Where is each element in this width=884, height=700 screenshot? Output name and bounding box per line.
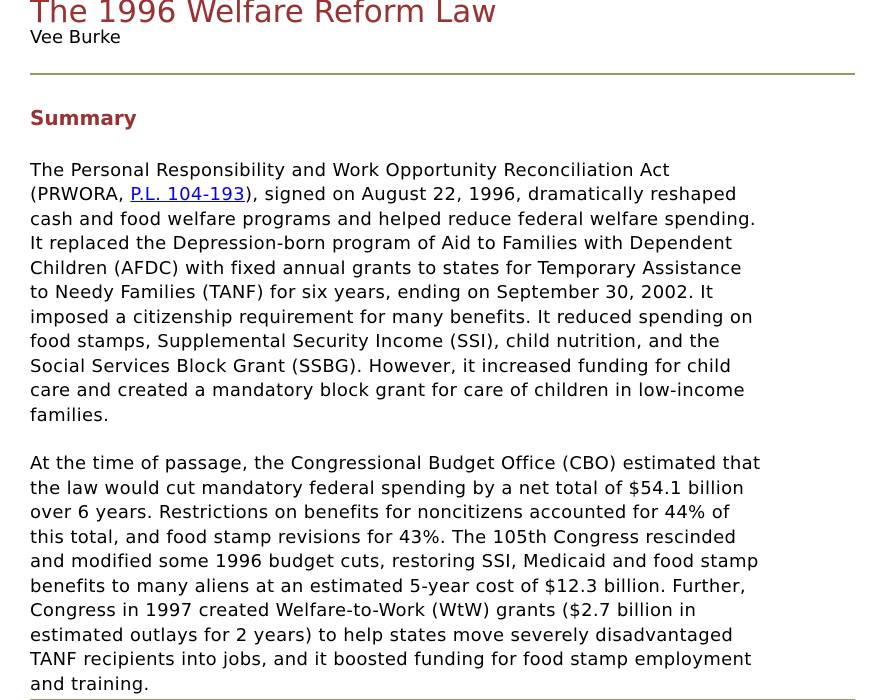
page-title: The 1996 Welfare Reform Law [30,0,497,30]
paragraph-line: families. [30,404,110,426]
paragraph-line: Social Services Block Grant (SSBG). Howe… [30,355,732,377]
paragraph-line: this total, and food stamp revisions for… [30,526,737,548]
paragraph-line: imposed a citizenship requirement for ma… [30,306,754,328]
paragraph-line: the law would cut mandatory federal spen… [30,477,745,499]
paragraph-line: Children (AFDC) with fixed annual grants… [30,257,742,279]
paragraph-line: The Personal Responsibility and Work Opp… [30,159,670,181]
paragraph-line: estimated outlays for 2 years) to help s… [30,624,734,646]
paragraph-line: cash and food welfare programs and helpe… [30,208,756,230]
section-divider-top [30,72,855,75]
summary-paragraph-2: At the time of passage, the Congressiona… [30,452,855,697]
paragraph-line: and modified some 1996 budget cuts, rest… [30,551,759,572]
paragraph-line: and training. [30,673,150,695]
summary-paragraph-1: The Personal Responsibility and Work Opp… [30,159,855,429]
paragraph-line: Congress in 1997 created Welfare-to-Work… [30,600,697,621]
paragraph-line: care and created a mandatory block grant… [30,380,745,401]
paragraph-line: to Needy Families (TANF) for six years, … [30,282,714,303]
paragraph-line: over 6 years. Restrictions on benefits f… [30,502,730,523]
line-text-pre-link: (PRWORA, [30,184,131,205]
summary-heading: Summary [30,105,137,130]
author-name: Vee Burke [30,27,121,48]
public-law-link[interactable]: P.L. 104-193 [130,184,245,205]
paragraph-line: TANF recipients into jobs, and it booste… [30,649,752,670]
paragraph-line: At the time of passage, the Congressiona… [30,453,761,474]
paragraph-line: food stamps, Supplemental Security Incom… [30,331,720,352]
paragraph-line: It replaced the Depression-born program … [30,233,733,254]
paragraph-line: (PRWORA, P.L. 104-193), signed on August… [30,183,855,208]
line-text-post-link: ), signed on August 22, 1996, dramatical… [244,184,737,205]
paragraph-line: benefits to many aliens at an estimated … [30,575,746,597]
